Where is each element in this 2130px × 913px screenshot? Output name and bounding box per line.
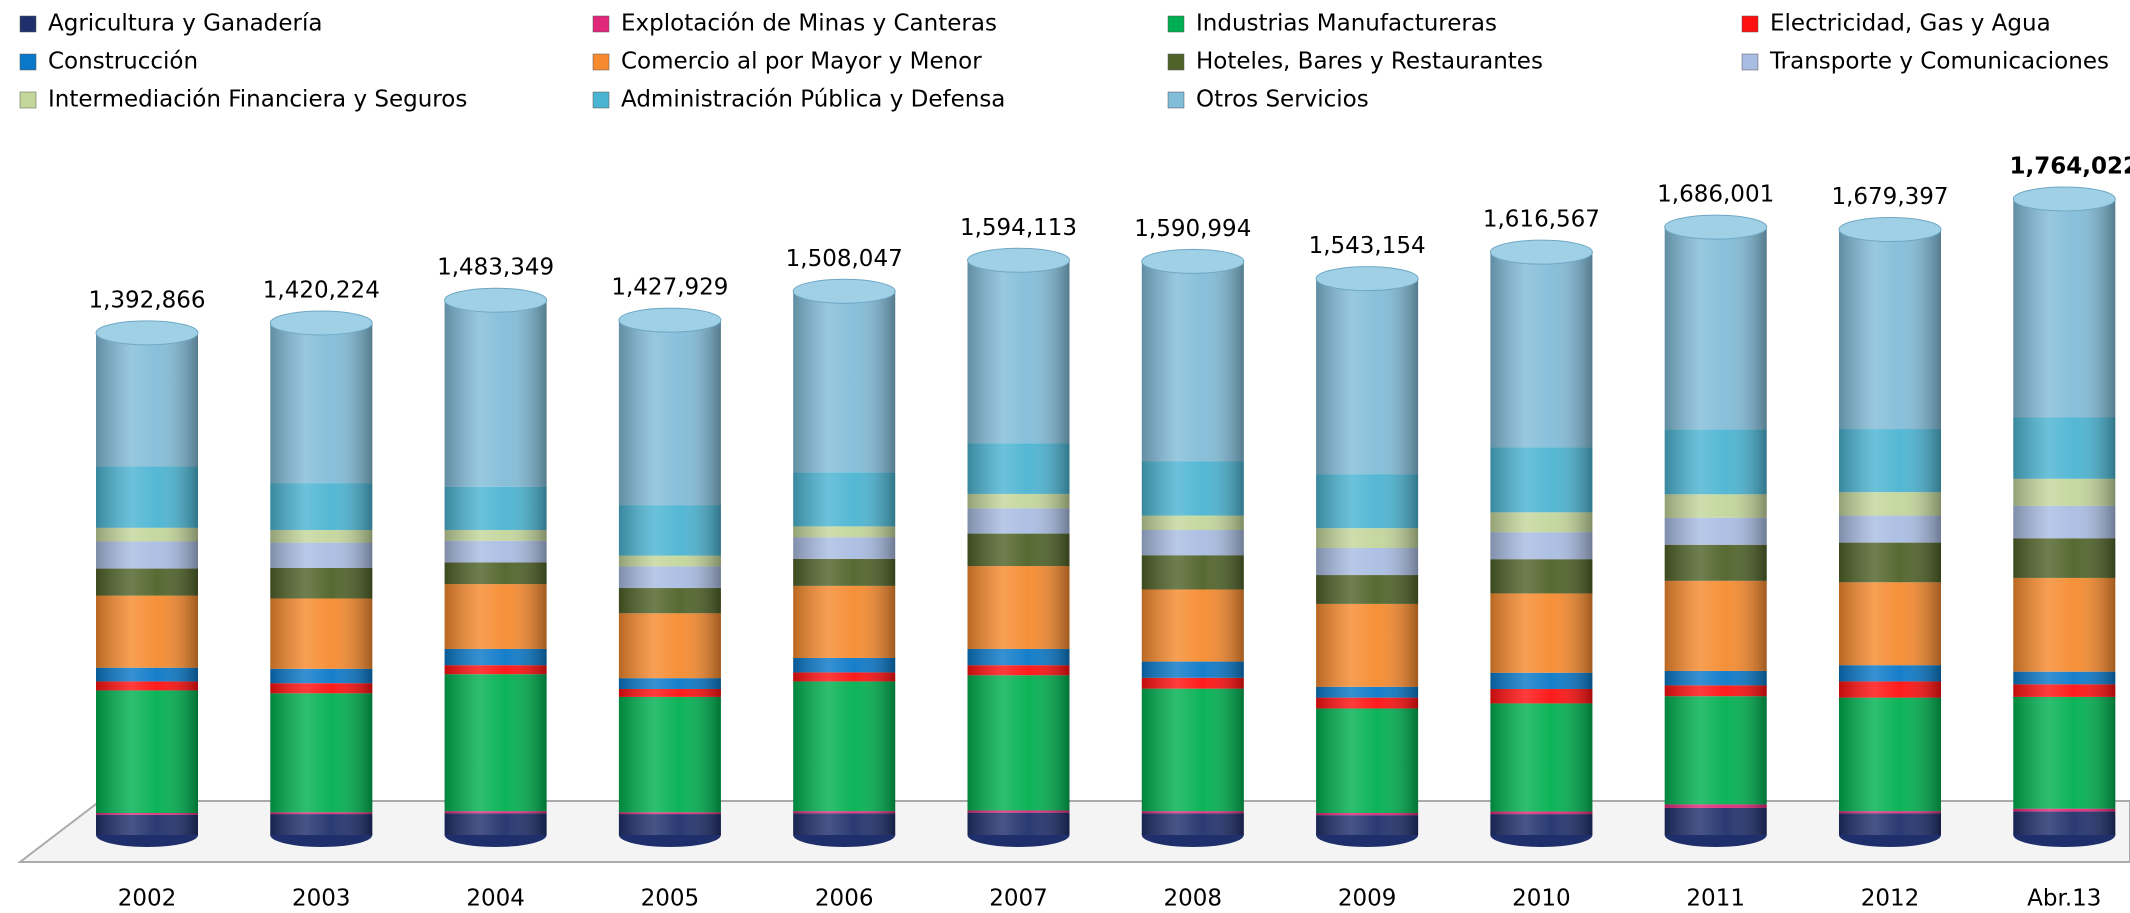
total-label: 1,764,022 [2010,154,2130,180]
legend-swatch [19,91,37,109]
cylinder-cap [269,310,373,336]
legend-swatch [1167,53,1185,71]
legend-label: Industrias Manufactureras [1196,11,1497,37]
floor [17,800,2130,863]
x-tick-label: 2008 [1164,886,1223,912]
cylinder-cap [2012,186,2116,212]
cylinder-shade [96,332,198,835]
total-label: 1,427,929 [611,275,728,301]
x-tick-label: 2005 [641,886,700,912]
cylinder-shade [1839,229,1941,835]
legend-swatch [1167,91,1185,109]
legend-swatch [1741,15,1759,33]
cylinder-cap [618,307,722,333]
total-label: 1,594,113 [960,215,1077,241]
legend-swatch [592,15,610,33]
legend-label: Transporte y Comunicaciones [1769,49,2109,75]
cylinder-shade [1141,261,1244,836]
legend-swatch [592,91,610,109]
total-label: 1,686,001 [1657,182,1774,208]
total-label: 1,508,047 [786,246,903,272]
legend-label: Intermediación Financiera y Seguros [48,87,467,113]
legend-swatch [1167,15,1185,33]
x-tick-label: 2006 [815,886,874,912]
legend-swatch [19,53,37,71]
cylinder-shade [967,260,1070,836]
total-label: 1,590,994 [1134,216,1251,242]
total-label: 1,679,397 [1831,184,1948,210]
cylinder-shade [618,320,721,835]
legend-swatch [1741,53,1759,71]
cylinder-cap [95,320,199,346]
legend-swatch [19,15,37,33]
legend-label: Explotación de Minas y Canteras [621,11,997,37]
total-label: 1,420,224 [263,277,380,303]
x-tick-label: 2010 [1512,886,1571,912]
legend-label: Agricultura y Ganadería [48,11,322,37]
cylinder-shade [444,300,547,836]
legend-label: Administración Pública y Defensa [621,87,1005,113]
legend-label: Comercio al por Mayor y Menor [621,49,982,75]
x-tick-label: 2012 [1861,886,1920,912]
x-tick-label: 2002 [118,886,177,912]
cylinder-shade [2013,199,2116,835]
cylinder-cap [1838,217,1942,243]
x-tick-label: 2011 [1686,886,1745,912]
cylinder-shade [793,291,896,835]
cylinder-shade [1490,252,1593,835]
cylinder-cap [967,247,1070,273]
x-tick-label: 2007 [989,886,1048,912]
x-tick-label: 2004 [466,886,525,912]
cylinder-cap [1489,239,1593,265]
total-label: 1,543,154 [1309,233,1426,259]
cylinder-shade [1316,278,1419,835]
cylinder-shade [270,322,373,835]
total-label: 1,483,349 [437,255,554,281]
cylinder-cap [1141,248,1245,274]
legend-label: Hoteles, Bares y Restaurantes [1196,49,1543,75]
legend-label: Otros Servicios [1196,87,1369,113]
cylinder-shade [1664,227,1767,836]
cylinder-cap [792,278,896,304]
x-tick-label: 2009 [1338,886,1397,912]
cylinder-cap [444,287,548,313]
cylinder-cap [1664,214,1768,240]
legend-label: Construcción [48,49,198,75]
legend-swatch [592,53,610,71]
x-tick-label: Abr.13 [2027,886,2101,912]
total-label: 1,616,567 [1483,207,1600,233]
cylinder-cap [1315,266,1419,292]
total-label: 1,392,866 [88,287,205,313]
x-tick-label: 2003 [292,886,351,912]
legend-label: Electricidad, Gas y Agua [1770,11,2051,37]
